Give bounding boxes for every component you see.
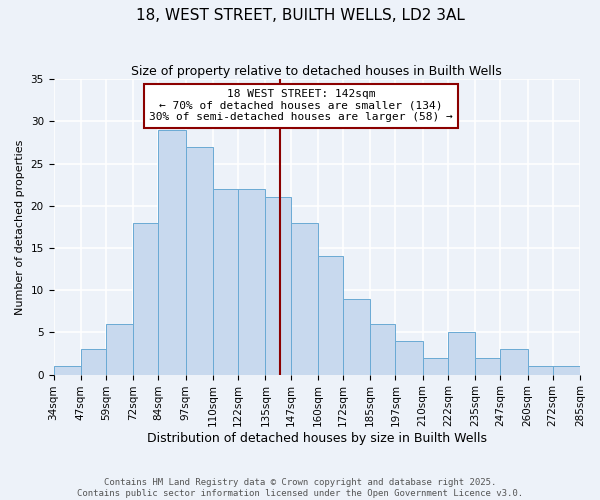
Bar: [133, 222, 158, 374]
Bar: [81, 350, 106, 374]
Bar: [370, 324, 395, 374]
Y-axis label: Number of detached properties: Number of detached properties: [15, 139, 25, 314]
Bar: [527, 366, 553, 374]
Text: 18, WEST STREET, BUILTH WELLS, LD2 3AL: 18, WEST STREET, BUILTH WELLS, LD2 3AL: [136, 8, 464, 22]
Bar: [395, 341, 422, 374]
Bar: [158, 130, 185, 374]
Bar: [553, 366, 580, 374]
Bar: [213, 189, 238, 374]
Bar: [500, 350, 527, 374]
Bar: [475, 358, 500, 374]
Title: Size of property relative to detached houses in Builth Wells: Size of property relative to detached ho…: [131, 65, 502, 78]
Text: Contains HM Land Registry data © Crown copyright and database right 2025.
Contai: Contains HM Land Registry data © Crown c…: [77, 478, 523, 498]
Bar: [343, 298, 370, 374]
Bar: [265, 198, 290, 374]
Text: 18 WEST STREET: 142sqm
← 70% of detached houses are smaller (134)
30% of semi-de: 18 WEST STREET: 142sqm ← 70% of detached…: [149, 90, 453, 122]
Bar: [238, 189, 265, 374]
X-axis label: Distribution of detached houses by size in Builth Wells: Distribution of detached houses by size …: [147, 432, 487, 445]
Bar: [185, 146, 213, 374]
Bar: [106, 324, 133, 374]
Bar: [318, 256, 343, 374]
Bar: [448, 332, 475, 374]
Bar: [290, 222, 318, 374]
Bar: [422, 358, 448, 374]
Bar: [53, 366, 81, 374]
